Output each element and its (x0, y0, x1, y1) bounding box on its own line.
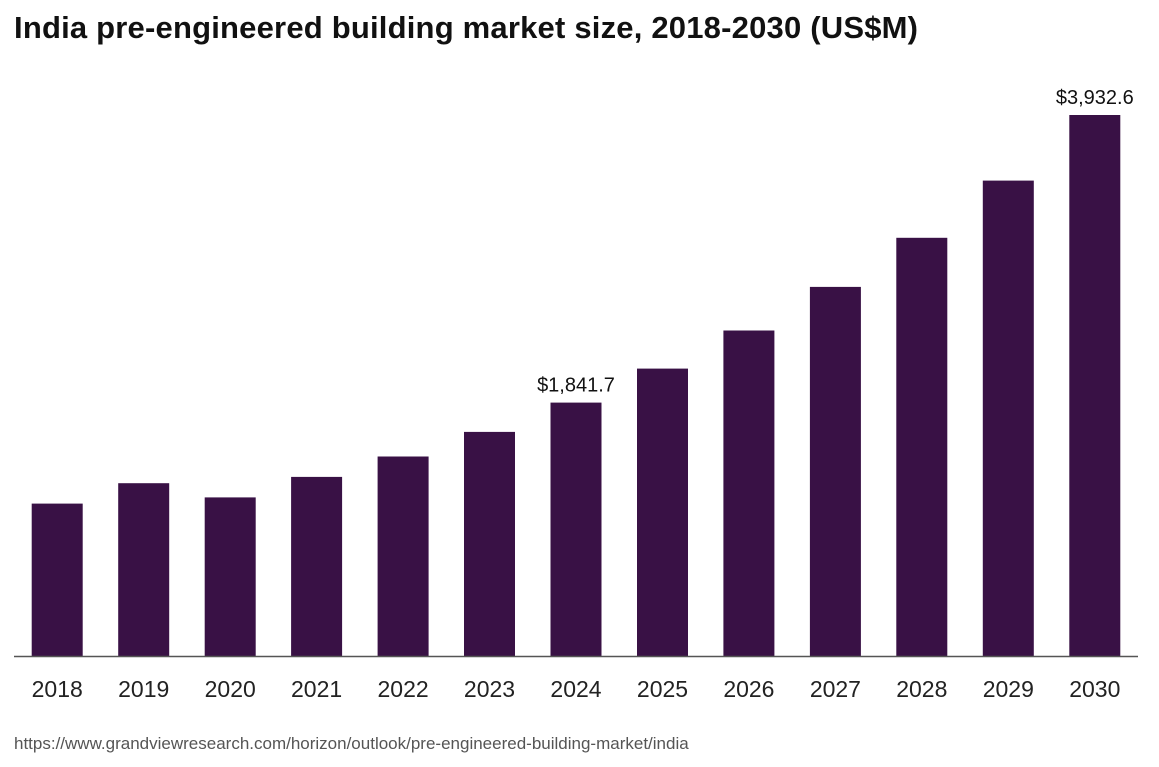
data-label-2030: $3,932.6 (1056, 87, 1134, 109)
bar-2030 (1069, 115, 1121, 656)
bar-2022 (377, 456, 429, 656)
bar-2021 (291, 476, 343, 656)
x-tick-label: 2018 (32, 676, 83, 702)
data-labels: $1,841.7 $3,932.6 (537, 87, 1134, 397)
x-tick-label: 2028 (896, 676, 947, 702)
bars-group (31, 115, 1121, 657)
x-tick-label: 2024 (550, 676, 601, 702)
bar-2024 (550, 402, 602, 656)
bar-2023 (464, 431, 515, 656)
x-tick-label: 2027 (810, 676, 861, 702)
data-label-2024: $1,841.7 (537, 375, 615, 397)
x-tick-label: 2030 (1069, 676, 1120, 702)
x-tick-label: 2025 (637, 676, 688, 702)
x-tick-label: 2029 (983, 676, 1034, 702)
x-tick-label: 2019 (118, 676, 169, 702)
x-tick-label: 2026 (723, 676, 774, 702)
bar-2018 (31, 503, 83, 656)
x-tick-label: 2020 (205, 676, 256, 702)
bar-2028 (896, 237, 948, 657)
bar-2029 (982, 180, 1034, 656)
bar-2026 (723, 330, 775, 656)
x-tick-label: 2023 (464, 676, 515, 702)
chart-title: India pre-engineered building market siz… (14, 10, 919, 45)
source-url: https://www.grandviewresearch.com/horizo… (14, 734, 689, 753)
bar-2019 (118, 483, 170, 656)
x-tick-label: 2021 (291, 676, 342, 702)
bar-chart: 2018 2019 2020 2021 2022 2023 2024 2025 2026 2027… (14, 87, 1138, 702)
x-tick-label: 2022 (378, 676, 429, 702)
bar-2020 (204, 497, 256, 656)
x-tick-labels: 2018 2019 2020 2021 2022 2023 2024 2025 2026 2027… (32, 676, 1121, 702)
bar-2027 (809, 286, 861, 656)
bar-2025 (637, 368, 688, 656)
